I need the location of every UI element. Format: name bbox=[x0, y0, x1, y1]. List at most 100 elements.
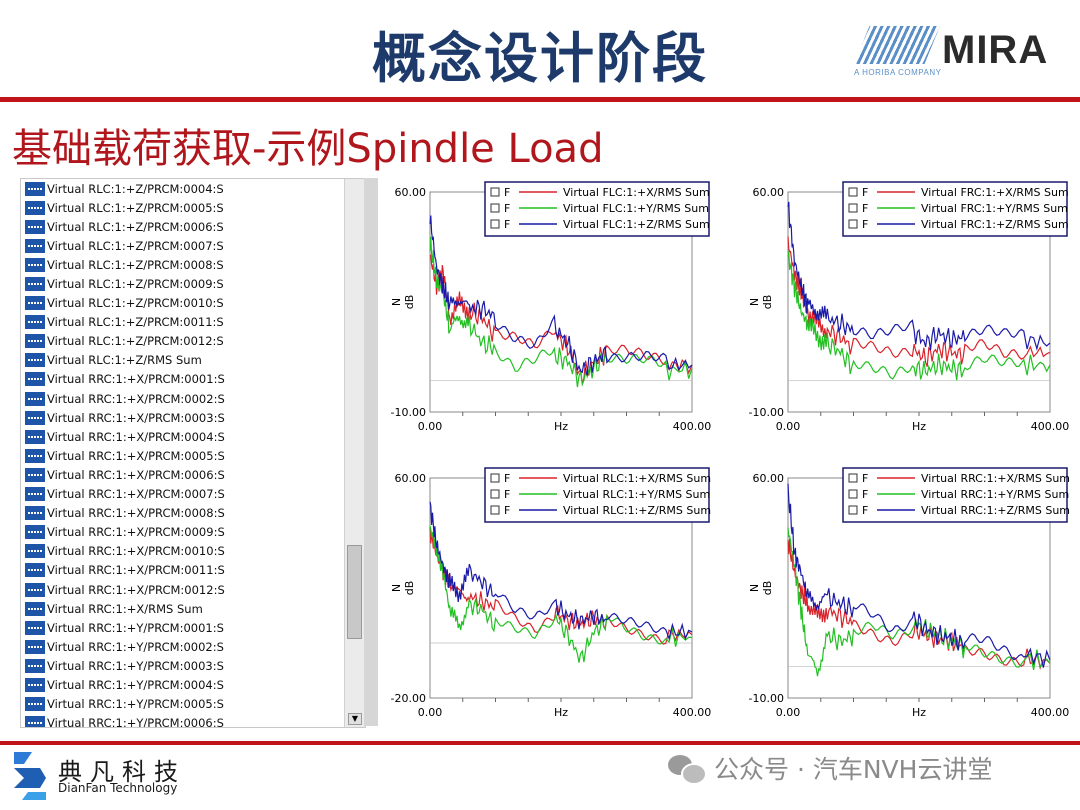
waveform-icon bbox=[25, 697, 45, 711]
tree-item[interactable]: Virtual RRC:1:+Y/PRCM:0003:S bbox=[21, 656, 343, 675]
legend-flag: F bbox=[862, 186, 868, 199]
top-divider bbox=[0, 97, 1080, 102]
legend-checkbox[interactable] bbox=[849, 490, 857, 498]
y-axis-unit: dB bbox=[761, 581, 774, 596]
tree-item[interactable]: Virtual RLC:1:+Z/PRCM:0012:S bbox=[21, 332, 343, 351]
tree-item-label: Virtual RRC:1:+Y/PRCM:0004:S bbox=[47, 678, 224, 692]
waveform-icon bbox=[25, 201, 45, 215]
waveform-icon bbox=[25, 182, 45, 196]
tree-item[interactable]: Virtual RLC:1:+Z/PRCM:0004:S bbox=[21, 179, 343, 198]
legend-checkbox[interactable] bbox=[491, 490, 499, 498]
legend-flag: F bbox=[862, 488, 868, 501]
channel-list: Virtual RLC:1:+Z/PRCM:0004:S Virtual RLC:… bbox=[21, 179, 343, 728]
legend-checkbox[interactable] bbox=[491, 506, 499, 514]
y-tick-label: -10.00 bbox=[391, 406, 426, 419]
tree-item[interactable]: Virtual RRC:1:+X/PRCM:0008:S bbox=[21, 504, 343, 523]
waveform-icon bbox=[25, 659, 45, 673]
panel-splitter[interactable] bbox=[364, 178, 378, 726]
legend-label: Virtual FRC:1:+Z/RMS Sum bbox=[921, 218, 1069, 231]
legend-flag: F bbox=[504, 186, 510, 199]
legend-checkbox[interactable] bbox=[849, 188, 857, 196]
waveform-icon bbox=[25, 602, 45, 616]
tree-item[interactable]: Virtual RRC:1:+X/PRCM:0007:S bbox=[21, 485, 343, 504]
tree-item-label: Virtual RRC:1:+X/PRCM:0010:S bbox=[47, 544, 225, 558]
tree-item[interactable]: Virtual RRC:1:+X/PRCM:0002:S bbox=[21, 389, 343, 408]
legend-checkbox[interactable] bbox=[849, 220, 857, 228]
waveform-icon bbox=[25, 640, 45, 654]
vertical-scrollbar[interactable]: ▼ bbox=[344, 179, 365, 727]
legend-label: Virtual RRC:1:+Y/RMS Sum bbox=[921, 488, 1069, 501]
legend-label: Virtual FLC:1:+Z/RMS Sum bbox=[563, 218, 710, 231]
tree-item[interactable]: Virtual RRC:1:+X/PRCM:0009:S bbox=[21, 523, 343, 542]
tree-item-label: Virtual RLC:1:+Z/PRCM:0012:S bbox=[47, 334, 224, 348]
tree-item[interactable]: Virtual RRC:1:+X/RMS Sum bbox=[21, 599, 343, 618]
tree-item-label: Virtual RRC:1:+Y/PRCM:0003:S bbox=[47, 659, 224, 673]
legend-flag: F bbox=[504, 202, 510, 215]
x-tick-label: 400.00 bbox=[1031, 706, 1070, 719]
tree-item[interactable]: Virtual RRC:1:+X/PRCM:0010:S bbox=[21, 542, 343, 561]
waveform-icon bbox=[25, 258, 45, 272]
tree-item[interactable]: Virtual RRC:1:+Y/PRCM:0004:S bbox=[21, 675, 343, 694]
tree-item[interactable]: Virtual RRC:1:+X/PRCM:0001:S bbox=[21, 370, 343, 389]
legend-checkbox[interactable] bbox=[849, 204, 857, 212]
legend-flag: F bbox=[862, 472, 868, 485]
waveform-icon bbox=[25, 334, 45, 348]
tree-item[interactable]: Virtual RRC:1:+X/PRCM:0012:S bbox=[21, 580, 343, 599]
tree-item-label: Virtual RRC:1:+X/PRCM:0011:S bbox=[47, 563, 225, 577]
x-axis-label: Hz bbox=[912, 420, 926, 433]
tree-item[interactable]: Virtual RLC:1:+Z/PRCM:0009:S bbox=[21, 274, 343, 293]
legend-checkbox[interactable] bbox=[491, 188, 499, 196]
tree-item[interactable]: Virtual RLC:1:+Z/PRCM:0007:S bbox=[21, 236, 343, 255]
tree-item-label: Virtual RLC:1:+Z/PRCM:0007:S bbox=[47, 239, 224, 253]
chart-rlc: 60.00 -20.00 0.00 400.00 Hz NdB F Virtual RLC:1… bbox=[380, 464, 720, 734]
tree-item[interactable]: Virtual RLC:1:+Z/RMS Sum bbox=[21, 351, 343, 370]
tree-item[interactable]: Virtual RRC:1:+X/PRCM:0004:S bbox=[21, 427, 343, 446]
tree-item[interactable]: Virtual RLC:1:+Z/PRCM:0011:S bbox=[21, 313, 343, 332]
tree-item[interactable]: Virtual RLC:1:+Z/PRCM:0010:S bbox=[21, 294, 343, 313]
y-axis-label: N bbox=[748, 584, 761, 592]
channel-tree[interactable]: Virtual RLC:1:+Z/PRCM:0004:S Virtual RLC:… bbox=[20, 178, 366, 728]
legend-checkbox[interactable] bbox=[491, 204, 499, 212]
tree-item[interactable]: Virtual RRC:1:+Y/PRCM:0006:S bbox=[21, 714, 343, 728]
tree-item[interactable]: Virtual RRC:1:+X/PRCM:0011:S bbox=[21, 561, 343, 580]
logo-subtext: A HORIBA COMPANY bbox=[854, 68, 941, 77]
legend-checkbox[interactable] bbox=[849, 506, 857, 514]
legend-checkbox[interactable] bbox=[491, 474, 499, 482]
y-tick-label: 60.00 bbox=[753, 186, 785, 199]
scroll-down-arrow-icon[interactable]: ▼ bbox=[348, 713, 362, 725]
tree-item[interactable]: Virtual RRC:1:+X/PRCM:0006:S bbox=[21, 465, 343, 484]
wechat-text: 公众号 · 汽车NVH云讲堂 bbox=[714, 750, 992, 786]
wechat-icon bbox=[668, 753, 704, 783]
tree-item[interactable]: Virtual RRC:1:+X/PRCM:0003:S bbox=[21, 408, 343, 427]
waveform-icon bbox=[25, 353, 45, 367]
x-tick-label: 400.00 bbox=[673, 706, 712, 719]
legend-checkbox[interactable] bbox=[849, 474, 857, 482]
tree-item[interactable]: Virtual RRC:1:+Y/PRCM:0002:S bbox=[21, 637, 343, 656]
wechat-watermark: 公众号 · 汽车NVH云讲堂 bbox=[668, 750, 992, 786]
tree-item[interactable]: Virtual RLC:1:+Z/PRCM:0006:S bbox=[21, 217, 343, 236]
waveform-icon bbox=[25, 449, 45, 463]
waveform-icon bbox=[25, 487, 45, 501]
legend-checkbox[interactable] bbox=[491, 220, 499, 228]
slide-title: 概念设计阶段 bbox=[300, 14, 780, 93]
logo-text: MIRA bbox=[942, 28, 1048, 73]
scrollbar-thumb[interactable] bbox=[347, 545, 362, 639]
tree-item[interactable]: Virtual RLC:1:+Z/PRCM:0008:S bbox=[21, 255, 343, 274]
tree-item-label: Virtual RLC:1:+Z/RMS Sum bbox=[47, 353, 202, 367]
legend-flag: F bbox=[504, 472, 510, 485]
waveform-icon bbox=[25, 411, 45, 425]
y-axis-unit: dB bbox=[403, 581, 416, 596]
tree-item[interactable]: Virtual RRC:1:+Y/PRCM:0005:S bbox=[21, 695, 343, 714]
legend-label: Virtual RRC:1:+Z/RMS Sum bbox=[921, 504, 1070, 517]
tree-item-label: Virtual RRC:1:+X/RMS Sum bbox=[47, 602, 203, 616]
waveform-icon bbox=[25, 544, 45, 558]
tree-item[interactable]: Virtual RRC:1:+X/PRCM:0005:S bbox=[21, 446, 343, 465]
y-axis-label: N bbox=[390, 298, 403, 306]
chart-rrc: 60.00 -10.00 0.00 400.00 Hz NdB F Virtual RRC:1… bbox=[738, 464, 1078, 734]
y-axis-label: N bbox=[748, 298, 761, 306]
tree-item-label: Virtual RRC:1:+X/PRCM:0004:S bbox=[47, 430, 225, 444]
y-tick-label: -10.00 bbox=[749, 692, 784, 705]
tree-item-label: Virtual RLC:1:+Z/PRCM:0004:S bbox=[47, 182, 224, 196]
tree-item[interactable]: Virtual RLC:1:+Z/PRCM:0005:S bbox=[21, 198, 343, 217]
tree-item[interactable]: Virtual RRC:1:+Y/PRCM:0001:S bbox=[21, 618, 343, 637]
